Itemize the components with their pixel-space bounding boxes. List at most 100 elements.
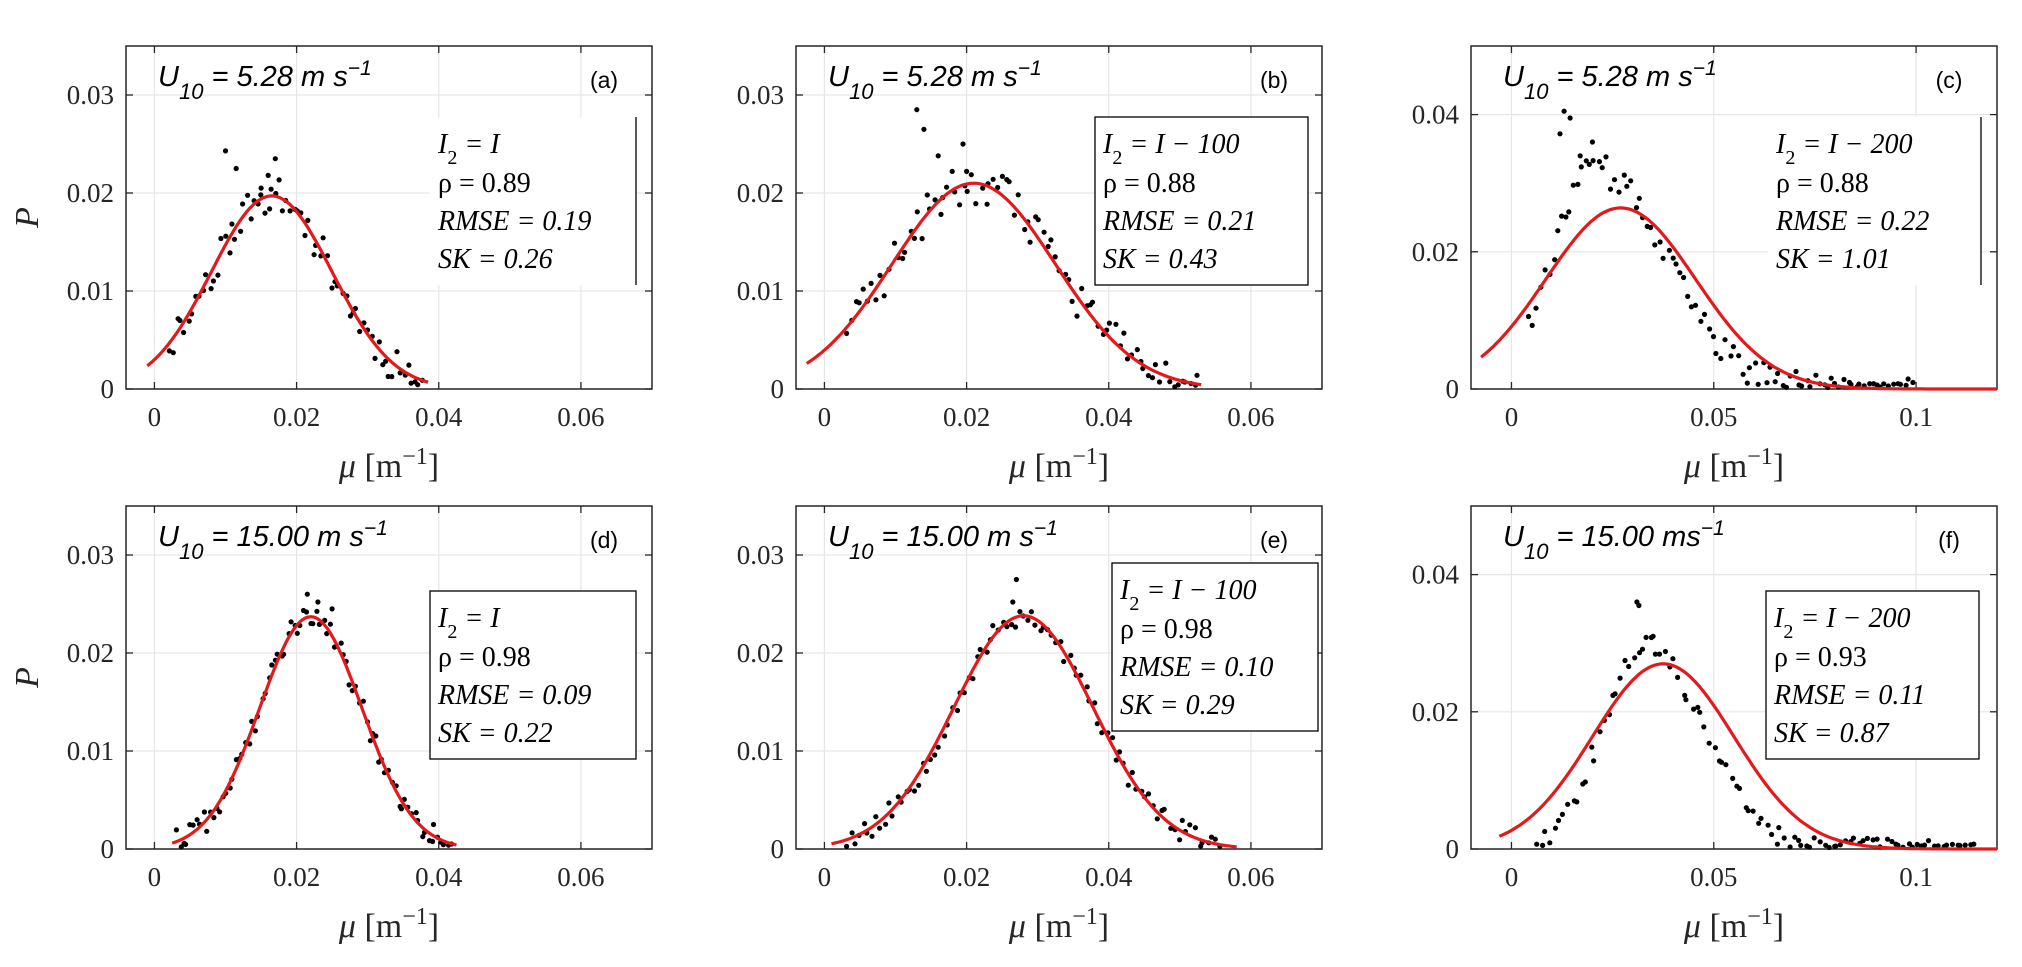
- data-point: [430, 821, 437, 828]
- data-point: [222, 148, 229, 154]
- data-point: [1895, 842, 1901, 848]
- data-point: [883, 821, 889, 827]
- data-point: [170, 350, 176, 356]
- data-point: [1566, 209, 1572, 215]
- data-point: [1626, 663, 1632, 670]
- data-point: [1850, 835, 1856, 841]
- legend-box: [1094, 116, 1309, 286]
- data-point: [1607, 186, 1614, 192]
- data-point: [1889, 838, 1895, 845]
- legend-line-rho: ρ = 0.98: [438, 642, 531, 673]
- data-point: [1603, 154, 1609, 160]
- data-point: [1599, 165, 1605, 171]
- legend-line-rmse: RMSE = 0.11: [1773, 680, 1925, 711]
- data-point: [852, 841, 858, 847]
- data-point: [190, 822, 196, 828]
- data-point: [869, 833, 875, 839]
- legend-line-i2: I2 = I − 100: [1119, 575, 1256, 615]
- panel-title: U10 = 5.28 m s−1: [1503, 57, 1717, 104]
- x-tick-label: 0.06: [557, 402, 604, 432]
- data-point: [1035, 217, 1041, 223]
- data-point: [1753, 360, 1759, 366]
- data-point: [954, 707, 961, 714]
- data-point: [1884, 836, 1891, 842]
- data-point: [1691, 706, 1697, 712]
- data-point: [1052, 254, 1058, 260]
- data-point: [944, 184, 950, 190]
- data-point: [177, 317, 183, 324]
- data-point: [1682, 692, 1688, 699]
- data-point: [314, 608, 320, 614]
- data-point: [1656, 651, 1663, 657]
- data-point: [1648, 224, 1654, 231]
- data-point: [1015, 192, 1021, 198]
- fit-curve: [171, 615, 457, 847]
- data-point: [1124, 356, 1131, 362]
- data-point: [1841, 376, 1847, 383]
- data-point: [1045, 243, 1051, 250]
- data-point: [1006, 179, 1012, 185]
- panel-tag: (c): [1936, 67, 1963, 93]
- data-point: [1061, 658, 1067, 665]
- x-axis-label: μ [m−1]: [338, 904, 439, 945]
- legend-box: [429, 590, 637, 760]
- data-point: [218, 235, 224, 242]
- data-point: [1068, 652, 1074, 659]
- data-point: [1949, 841, 1955, 848]
- data-point: [1048, 237, 1054, 243]
- panel-title: U10 = 5.28 m s−1: [158, 57, 372, 104]
- data-point: [1772, 379, 1778, 385]
- y-tick-label: 0.02: [737, 178, 784, 208]
- y-tick-label: 0.03: [67, 80, 114, 110]
- data-point: [1192, 825, 1198, 831]
- y-tick-label: 0.01: [67, 276, 114, 306]
- legend-line-sk: SK = 0.22: [438, 718, 553, 749]
- data-point: [942, 733, 948, 739]
- data-point: [1175, 382, 1181, 388]
- data-point: [223, 233, 229, 239]
- legend-box: [1111, 562, 1319, 732]
- legend-line-rmse: RMSE = 0.10: [1119, 652, 1273, 683]
- legend-line-i2: I2 = I: [437, 129, 501, 169]
- data-point: [1736, 785, 1743, 792]
- data-point: [376, 339, 382, 345]
- y-tick-label: 0.04: [1412, 560, 1460, 590]
- data-point: [1032, 622, 1038, 628]
- axes-box: [1470, 45, 1998, 390]
- data-point: [320, 235, 326, 241]
- data-point: [924, 192, 930, 198]
- data-point: [1740, 371, 1746, 377]
- data-point: [1776, 825, 1782, 831]
- y-tick-label: 0.03: [737, 540, 784, 570]
- legend-line-rho: ρ = 0.88: [1776, 168, 1869, 199]
- data-point: [860, 286, 866, 292]
- data-point: [1611, 177, 1618, 183]
- data-point: [1744, 380, 1750, 386]
- data-point: [1856, 381, 1862, 387]
- data-point: [923, 768, 930, 774]
- data-point: [938, 211, 944, 217]
- data-point: [1134, 347, 1140, 353]
- data-point: [1807, 384, 1813, 390]
- data-point: [204, 828, 210, 834]
- legend-line-sk: SK = 0.43: [1103, 244, 1218, 275]
- data-point: [935, 744, 941, 750]
- panel-d: 0 0.02 0.04 0.06 0 0.01 0.02 0.03 μ [m−1] P U10 = …: [9, 505, 653, 945]
- data-point: [1597, 729, 1603, 735]
- x-tick-label: 0.06: [1227, 862, 1274, 892]
- data-point: [1828, 375, 1834, 381]
- data-point: [1121, 330, 1127, 336]
- legend-line-sk: SK = 0.26: [438, 244, 553, 275]
- data-point: [1012, 624, 1019, 630]
- data-point: [1710, 334, 1717, 340]
- y-tick-label: 0: [1446, 374, 1460, 404]
- data-point: [1813, 372, 1819, 378]
- data-point: [1194, 372, 1200, 378]
- data-point: [372, 355, 378, 361]
- data-point: [1009, 622, 1015, 628]
- data-point: [238, 228, 244, 234]
- panel-tag: (d): [590, 527, 618, 553]
- data-point: [1010, 599, 1016, 605]
- data-point: [1701, 724, 1707, 730]
- data-point: [1903, 382, 1909, 388]
